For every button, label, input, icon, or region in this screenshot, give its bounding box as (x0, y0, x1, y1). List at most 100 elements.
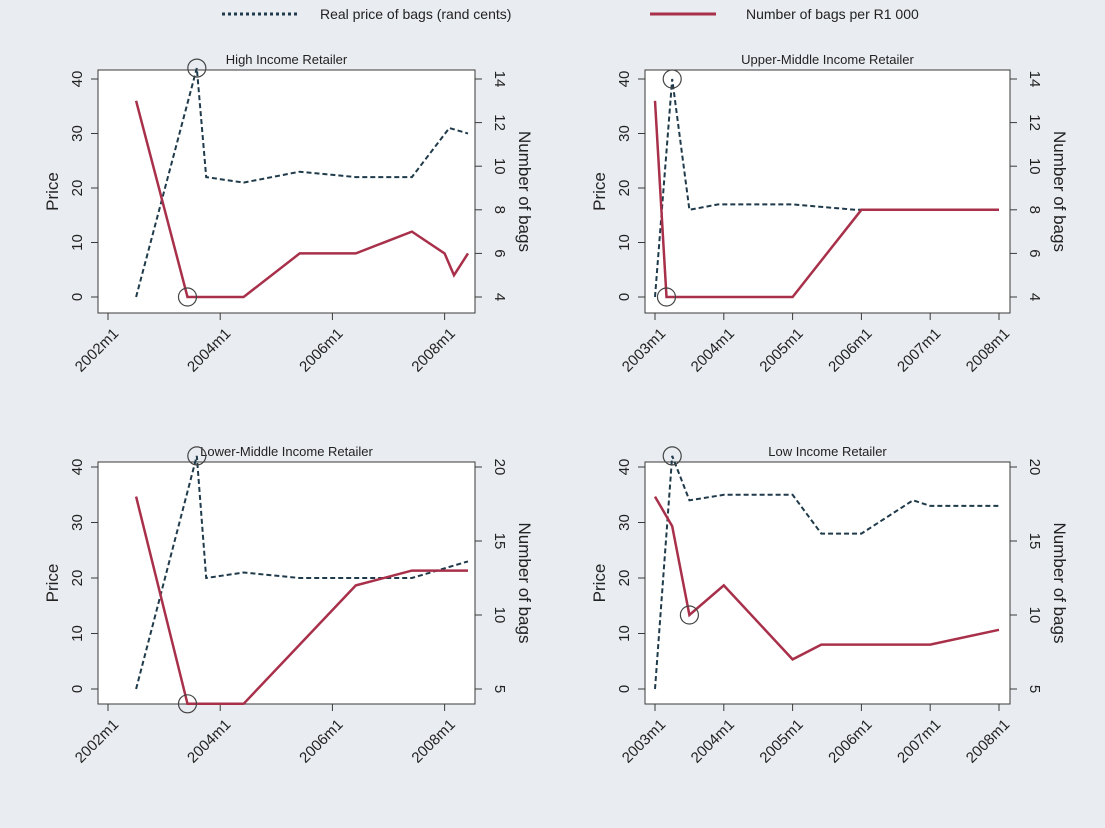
bags-series-line (134, 496, 468, 706)
y-tick-label: 30 (69, 514, 86, 531)
x-tick-label: 2005m1 (756, 325, 806, 375)
y-tick-label: 30 (616, 125, 633, 142)
y2-tick-label: 20 (491, 459, 508, 476)
x-tick-label: 2006m1 (296, 325, 346, 375)
x-tick-label: 2008m1 (408, 716, 458, 766)
y2-tick-label: 15 (491, 533, 508, 550)
y-tick-label: 0 (616, 293, 633, 301)
y2-tick-label: 15 (1026, 533, 1043, 550)
y-tick-label: 10 (616, 625, 633, 642)
legend-price-label: Real price of bags (rand cents) (320, 6, 511, 22)
y-tick-label: 10 (69, 234, 86, 251)
x-tick-label: 2006m1 (825, 325, 875, 375)
highlight-marker (662, 446, 682, 466)
panel-title: Lower-Middle Income Retailer (200, 444, 373, 459)
legend: Real price of bags (rand cents) Number o… (222, 6, 919, 22)
y-tick-label: 0 (69, 685, 86, 693)
highlight-marker (187, 58, 207, 78)
x-tick-label: 2006m1 (296, 716, 346, 766)
plot-area (97, 69, 476, 314)
highlight-marker (679, 605, 700, 625)
y2-tick-label: 4 (1026, 293, 1043, 301)
y-tick-label: 0 (69, 293, 86, 301)
y-tick-label: 10 (69, 625, 86, 642)
bags-series-line (134, 100, 470, 299)
x-tick-label: 2002m1 (72, 716, 122, 766)
highlight-marker (177, 694, 198, 714)
bags-series-line (653, 100, 999, 299)
highlight-marker (656, 287, 677, 307)
y2-axis-label: Number of bags (1050, 523, 1069, 644)
panel-1: Upper-Middle Income Retailer 0 10 20 30 40 Pri… (590, 52, 1069, 376)
panel-title: Upper-Middle Income Retailer (741, 52, 914, 67)
x-tick-label: 2005m1 (756, 716, 806, 766)
y-tick-label: 0 (616, 685, 633, 693)
y2-tick-label: 10 (491, 607, 508, 624)
x-tick-label: 2002m1 (72, 325, 122, 375)
y2-tick-label: 10 (1026, 607, 1043, 624)
panel-title: High Income Retailer (226, 52, 348, 67)
y-tick-label: 20 (616, 570, 633, 587)
bags-series-line (653, 495, 1000, 661)
x-tick-label: 2008m1 (963, 716, 1013, 766)
y-tick-label: 20 (69, 180, 86, 197)
y-tick-label: 40 (616, 459, 633, 476)
highlight-marker (177, 287, 198, 307)
panels: High Income Retailer010203040Price468101… (43, 52, 1069, 767)
highlight-marker (187, 446, 207, 466)
panel-3: Low Income Retailer 0 10 20 30 40 Price 5 10 15 20… (590, 444, 1069, 767)
y2-tick-label: 5 (1026, 685, 1043, 693)
y-tick-label: 30 (69, 125, 86, 142)
legend-bags-label: Number of bags per R1 000 (746, 6, 919, 22)
y-tick-label: 20 (69, 570, 86, 587)
plot-area (644, 69, 1011, 314)
y2-tick-label: 12 (1026, 114, 1043, 131)
y2-tick-label: 6 (491, 249, 508, 257)
y2-tick-label: 4 (491, 293, 508, 301)
y-axis-label: Price (43, 172, 62, 211)
y2-axis-label: Number of bags (515, 131, 534, 252)
price-series-line (135, 455, 469, 690)
y2-tick-label: 12 (491, 114, 508, 131)
y-tick-label: 10 (616, 234, 633, 251)
y2-tick-label: 10 (1026, 158, 1043, 175)
x-tick-label: 2004m1 (184, 325, 234, 375)
y2-tick-label: 8 (1026, 206, 1043, 214)
y-axis-label: Price (43, 564, 62, 603)
panel-title: Low Income Retailer (768, 444, 887, 459)
y2-tick-label: 14 (491, 71, 508, 88)
y-tick-label: 40 (616, 71, 633, 88)
x-tick-label: 2003m1 (619, 325, 669, 375)
y-axis-label: Price (590, 172, 609, 211)
x-tick-label: 2004m1 (688, 716, 738, 766)
x-tick-label: 2008m1 (963, 325, 1013, 375)
y2-tick-label: 6 (1026, 249, 1043, 257)
x-tick-label: 2007m1 (894, 325, 944, 375)
panel-2: Lower-Middle Income Retailer 0 10 20 30 40 Pri… (43, 444, 534, 767)
y2-tick-label: 5 (491, 685, 508, 693)
panel-0: High Income Retailer 0 10 20 30 40 Price 4 6 8 10 1… (43, 52, 534, 376)
y-axis-label: Price (590, 564, 609, 603)
plot-area (97, 461, 476, 705)
y-tick-label: 40 (69, 459, 86, 476)
x-tick-label: 2007m1 (894, 716, 944, 766)
x-tick-label: 2008m1 (408, 325, 458, 375)
price-series-line (654, 455, 999, 690)
highlight-marker (662, 69, 682, 89)
y-tick-label: 20 (616, 180, 633, 197)
x-tick-label: 2003m1 (619, 716, 669, 766)
x-tick-label: 2006m1 (825, 716, 875, 766)
y-tick-label: 30 (616, 514, 633, 531)
y2-tick-label: 14 (1026, 71, 1043, 88)
y2-axis-label: Number of bags (515, 523, 534, 644)
y2-tick-label: 8 (491, 206, 508, 214)
y-tick-label: 40 (69, 71, 86, 88)
y2-axis-label: Number of bags (1050, 131, 1069, 252)
y2-tick-label: 10 (491, 158, 508, 175)
plot-area (644, 461, 1011, 705)
x-tick-label: 2004m1 (184, 716, 234, 766)
price-series-line (135, 67, 469, 298)
x-tick-label: 2004m1 (688, 325, 738, 375)
